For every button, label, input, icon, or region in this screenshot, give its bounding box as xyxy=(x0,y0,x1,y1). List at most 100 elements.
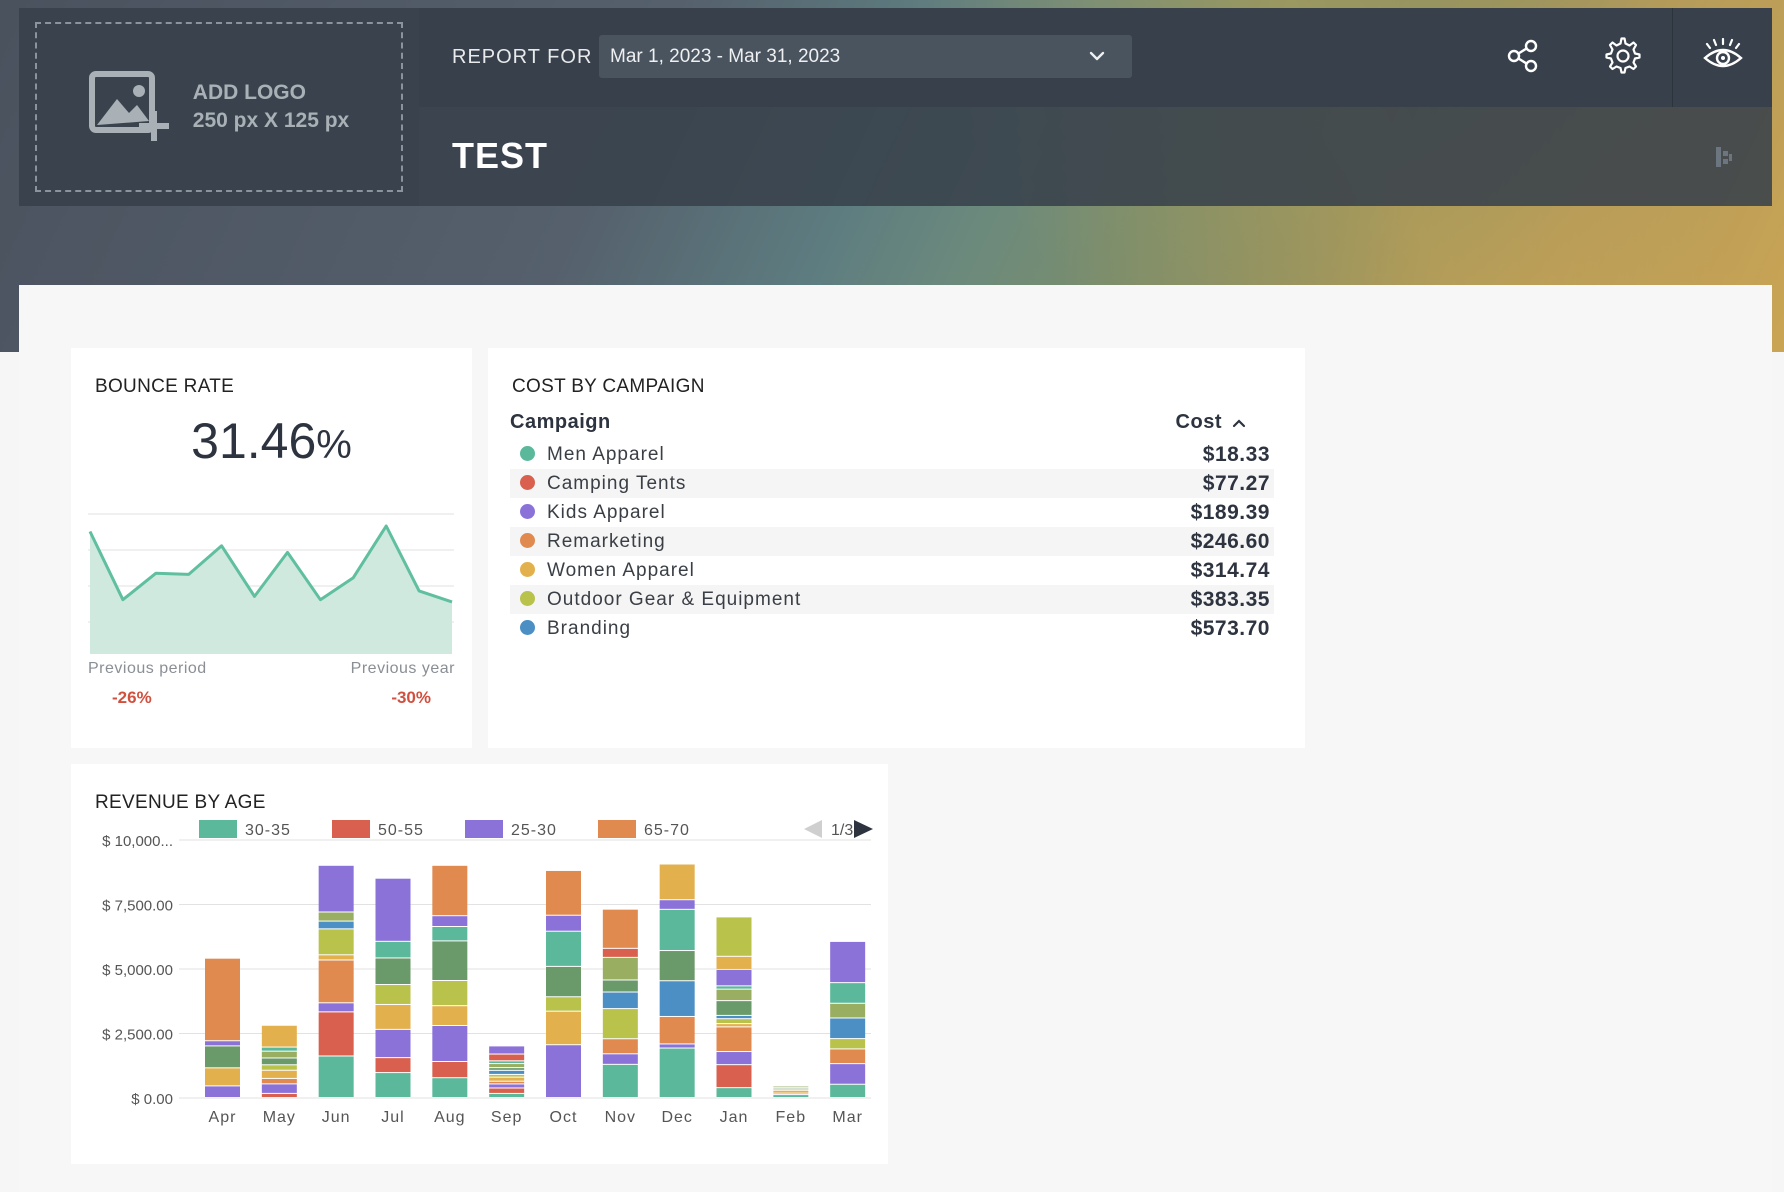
bar-segment[interactable] xyxy=(489,1088,525,1093)
logo-zone[interactable]: ADD LOGO 250 px X 125 px xyxy=(19,8,419,206)
bar-segment[interactable] xyxy=(205,1041,240,1046)
bar-segment[interactable] xyxy=(261,1047,297,1051)
bar-segment[interactable] xyxy=(261,1051,297,1058)
bar-segment[interactable] xyxy=(716,956,752,969)
bar-segment[interactable] xyxy=(432,865,468,916)
bar-segment[interactable] xyxy=(546,997,581,1011)
bar-segment[interactable] xyxy=(375,1004,411,1029)
bar-segment[interactable] xyxy=(602,957,638,980)
bar-segment[interactable] xyxy=(602,992,638,1009)
bar-segment[interactable] xyxy=(546,1011,581,1045)
bar-segment[interactable] xyxy=(489,1070,525,1074)
bar-segment[interactable] xyxy=(261,1084,297,1093)
bar-segment[interactable] xyxy=(716,1065,752,1088)
legend-swatch[interactable] xyxy=(598,820,636,838)
bar-segment[interactable] xyxy=(546,1045,581,1097)
bar-segment[interactable] xyxy=(659,864,695,900)
bar-segment[interactable] xyxy=(716,986,752,989)
bar-segment[interactable] xyxy=(716,1015,752,1019)
legend-label[interactable]: 30-35 xyxy=(245,822,291,839)
bar-segment[interactable] xyxy=(375,1058,411,1073)
bar-segment[interactable] xyxy=(205,1046,240,1068)
bar-segment[interactable] xyxy=(489,1068,525,1070)
legend-swatch[interactable] xyxy=(199,820,237,838)
bar-segment[interactable] xyxy=(375,1029,411,1058)
bar-segment[interactable] xyxy=(261,1093,297,1097)
legend-label[interactable]: 25-30 xyxy=(511,822,557,839)
bar-segment[interactable] xyxy=(375,985,411,1004)
revenue-by-age-widget[interactable]: REVENUE BY AGE $ 0.00 $ 2,500.00 $ 5,000.0… xyxy=(71,764,888,1164)
bar-segment[interactable] xyxy=(659,900,695,909)
bar-segment[interactable] xyxy=(432,981,468,1006)
bar-segment[interactable] xyxy=(489,1077,525,1081)
bar-segment[interactable] xyxy=(261,1065,297,1070)
column-header-cost[interactable]: Cost xyxy=(1081,404,1274,440)
bar-segment[interactable] xyxy=(716,1088,752,1097)
bar-segment[interactable] xyxy=(602,1064,638,1097)
bar-segment[interactable] xyxy=(659,1048,695,1097)
bar-segment[interactable] xyxy=(375,958,411,985)
bar-segment[interactable] xyxy=(261,1070,297,1078)
preview-button[interactable] xyxy=(1672,8,1772,107)
bar-segment[interactable] xyxy=(489,1054,525,1061)
bar-segment[interactable] xyxy=(602,909,638,948)
bar-segment[interactable] xyxy=(830,1064,866,1084)
table-row[interactable]: Remarketing $246.60 xyxy=(510,527,1274,556)
bar-segment[interactable] xyxy=(659,951,695,981)
add-logo-dropzone[interactable]: ADD LOGO 250 px X 125 px xyxy=(35,22,403,192)
legend-label[interactable]: 65-70 xyxy=(644,822,690,839)
bar-segment[interactable] xyxy=(716,1024,752,1027)
bar-segment[interactable] xyxy=(432,1006,468,1025)
report-title[interactable]: TEST xyxy=(452,135,549,176)
bar-segment[interactable] xyxy=(716,917,752,956)
bar-segment[interactable] xyxy=(602,1039,638,1054)
bar-segment[interactable] xyxy=(205,1086,240,1097)
bar-segment[interactable] xyxy=(773,1090,809,1093)
bar-segment[interactable] xyxy=(318,955,354,960)
bar-segment[interactable] xyxy=(659,1044,695,1048)
bar-segment[interactable] xyxy=(318,1003,354,1012)
table-row[interactable]: Kids Apparel $189.39 xyxy=(510,498,1274,527)
bar-segment[interactable] xyxy=(546,931,581,966)
table-row[interactable]: Men Apparel $18.33 xyxy=(510,440,1274,469)
bar-segment[interactable] xyxy=(318,960,354,1003)
legend-next-icon[interactable] xyxy=(854,820,873,838)
bar-segment[interactable] xyxy=(830,1003,866,1018)
bar-segment[interactable] xyxy=(318,929,354,955)
share-button[interactable] xyxy=(1502,35,1544,77)
legend-swatch[interactable] xyxy=(465,820,503,838)
bar-segment[interactable] xyxy=(432,1062,468,1078)
bar-segment[interactable] xyxy=(432,916,468,926)
bar-segment[interactable] xyxy=(830,983,866,1003)
bar-segment[interactable] xyxy=(602,1009,638,1039)
bar-segment[interactable] xyxy=(318,912,354,921)
legend-prev-icon[interactable] xyxy=(804,820,822,838)
bar-segment[interactable] xyxy=(602,1054,638,1064)
bar-segment[interactable] xyxy=(773,1095,809,1097)
column-header-campaign[interactable]: Campaign xyxy=(510,410,611,433)
bar-segment[interactable] xyxy=(716,969,752,986)
legend-label[interactable]: 50-55 xyxy=(378,822,424,839)
table-row[interactable]: Outdoor Gear & Equipment $383.35 xyxy=(510,585,1274,614)
bar-segment[interactable] xyxy=(546,870,581,915)
bar-segment[interactable] xyxy=(659,981,695,1016)
sort-ascending-icon[interactable] xyxy=(1232,418,1246,428)
bar-segment[interactable] xyxy=(716,1001,752,1015)
bar-segment[interactable] xyxy=(716,1052,752,1065)
bar-segment[interactable] xyxy=(432,1078,468,1097)
bar-segment[interactable] xyxy=(375,1073,411,1097)
bar-segment[interactable] xyxy=(261,1025,297,1047)
bar-segment[interactable] xyxy=(602,948,638,957)
bar-segment[interactable] xyxy=(318,1012,354,1056)
bar-segment[interactable] xyxy=(716,1019,752,1024)
bar-segment[interactable] xyxy=(659,909,695,951)
bar-segment[interactable] xyxy=(205,958,240,1041)
bar-segment[interactable] xyxy=(318,865,354,912)
bar-segment[interactable] xyxy=(830,941,866,983)
legend-swatch[interactable] xyxy=(332,820,370,838)
bar-segment[interactable] xyxy=(546,966,581,997)
bar-segment[interactable] xyxy=(489,1064,525,1068)
bar-segment[interactable] xyxy=(375,878,411,941)
bar-segment[interactable] xyxy=(659,1016,695,1044)
bar-segment[interactable] xyxy=(432,927,468,941)
